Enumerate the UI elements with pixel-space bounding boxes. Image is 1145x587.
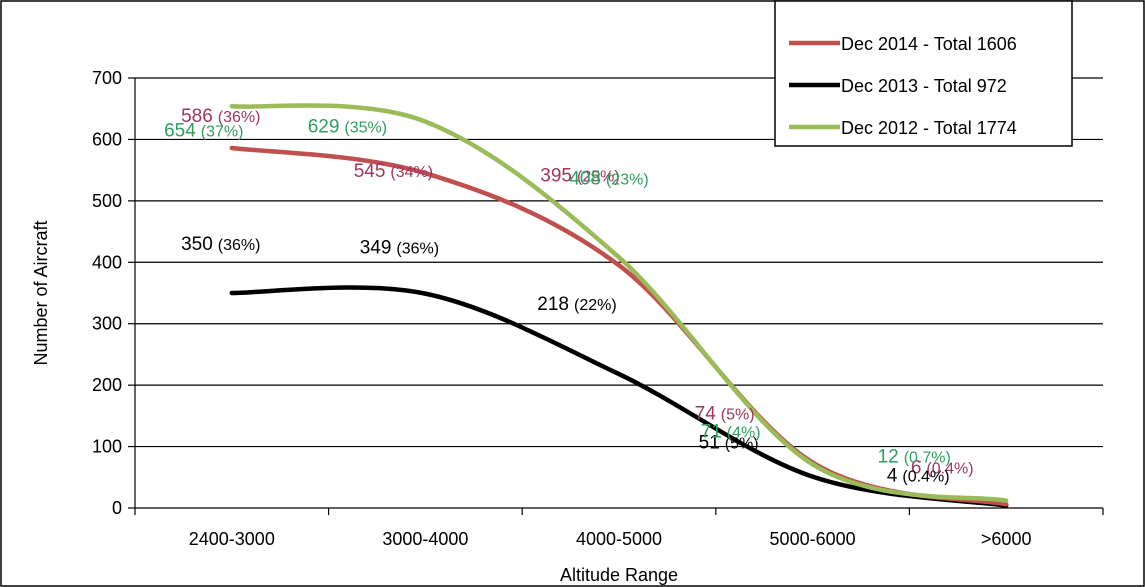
x-tick-label-4: >6000	[981, 529, 1032, 549]
data-label-dec-2013-0: 350 (36%)	[181, 234, 260, 255]
data-label-dec-2012-1: 629 (35%)	[308, 117, 387, 138]
data-label-value: 12	[878, 447, 899, 468]
data-label-value: 4	[887, 466, 898, 487]
y-tick-label-600: 600	[92, 129, 122, 149]
data-label-percent: (34%)	[390, 164, 433, 181]
y-tick-label-700: 700	[92, 68, 122, 88]
data-label-value: 349	[360, 238, 392, 259]
y-tick-label-0: 0	[112, 498, 122, 518]
data-label-dec-2012-4: 12 (0.7%)	[878, 447, 951, 468]
data-label-dec-2012-2: 408 (23%)	[569, 168, 648, 189]
data-label-value: 545	[354, 161, 386, 182]
data-label-dec-2013-3: 51 (5%)	[699, 433, 759, 454]
data-label-dec-2012-3: 71 (4%)	[701, 421, 761, 442]
x-tick-label-3: 5000-6000	[770, 529, 856, 549]
y-axis-title: Number of Aircraft	[31, 220, 51, 365]
x-tick-label-2: 4000-5000	[576, 529, 662, 549]
data-label-value: 654	[164, 120, 196, 141]
y-tick-label-100: 100	[92, 437, 122, 457]
data-label-percent: (4%)	[727, 424, 761, 441]
data-label-value: 350	[181, 234, 213, 255]
legend: Dec 2014 - Total 1606 Dec 2013 - Total 9…	[774, 0, 1073, 147]
data-label-dec-2013-2: 218 (22%)	[537, 294, 616, 315]
data-label-percent: (36%)	[218, 237, 261, 254]
axes: 0 100 200 300 400 500 600 700 2400-3000 3000-4000…	[92, 68, 1104, 549]
data-label-value: 629	[308, 117, 340, 138]
data-label-dec-2013-1: 349 (36%)	[360, 238, 439, 259]
data-label-percent: (5%)	[721, 407, 755, 424]
data-labels: 586 (36%)545 (34%) 395 (25%)74 (5%)6 (0.4%)350…	[164, 106, 973, 487]
data-label-percent: (0.4%)	[902, 469, 949, 486]
data-label-percent: (23%)	[606, 171, 649, 188]
legend-box	[774, 0, 1073, 147]
data-label-percent: (36%)	[396, 241, 439, 258]
x-tick-label-1: 3000-4000	[382, 529, 468, 549]
data-label-value: 218	[537, 294, 569, 315]
data-label-dec-2014-3: 74 (5%)	[695, 404, 755, 425]
data-label-value: 395	[540, 165, 572, 186]
x-tick-label-0: 2400-3000	[189, 529, 275, 549]
y-tick-label-200: 200	[92, 375, 122, 395]
data-label-percent: (37%)	[201, 123, 244, 140]
y-tick-label-300: 300	[92, 314, 122, 334]
data-label-percent: (35%)	[344, 120, 387, 137]
series-line-dec-2013	[229, 285, 1009, 508]
legend-label-dec-2014: Dec 2014 - Total 1606	[841, 34, 1017, 54]
data-label-dec-2014-4: 6 (0.4%)	[911, 457, 974, 478]
data-label-value: 74	[695, 404, 717, 425]
data-label-dec-2014-1: 545 (34%)	[354, 161, 433, 182]
data-label-value: 51	[699, 433, 720, 454]
data-label-dec-2012-0: 654 (37%)	[164, 120, 243, 141]
data-label-percent: (0.4%)	[926, 460, 973, 477]
data-label-percent: (36%)	[218, 109, 261, 126]
data-label-dec-2014-0: 586 (36%)	[181, 106, 260, 127]
data-label-dec-2014-2: 395 (25%)	[540, 165, 619, 186]
series-line-dec-2012	[229, 103, 1009, 503]
data-label-percent: (0.7%)	[904, 450, 951, 467]
series-lines	[229, 103, 1009, 508]
data-label-value: 408	[569, 168, 601, 189]
data-label-percent: (22%)	[574, 297, 617, 314]
data-label-percent: (5%)	[725, 436, 759, 453]
data-label-value: 6	[911, 457, 922, 478]
legend-label-dec-2012: Dec 2012 - Total 1774	[841, 118, 1017, 138]
y-tick-label-400: 400	[92, 252, 122, 272]
legend-label-dec-2013: Dec 2013 - Total 972	[841, 76, 1007, 96]
data-label-percent: (25%)	[577, 168, 620, 185]
data-label-value: 586	[181, 106, 213, 127]
data-label-dec-2013-4: 4 (0.4%)	[887, 466, 950, 487]
x-axis-title: Altitude Range	[560, 565, 678, 585]
y-tick-label-500: 500	[92, 191, 122, 211]
data-label-value: 71	[701, 421, 722, 442]
